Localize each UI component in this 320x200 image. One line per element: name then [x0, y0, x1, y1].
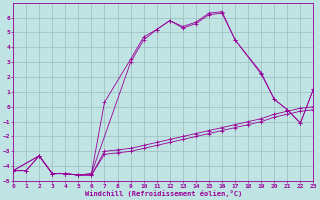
X-axis label: Windchill (Refroidissement éolien,°C): Windchill (Refroidissement éolien,°C): [84, 190, 242, 197]
